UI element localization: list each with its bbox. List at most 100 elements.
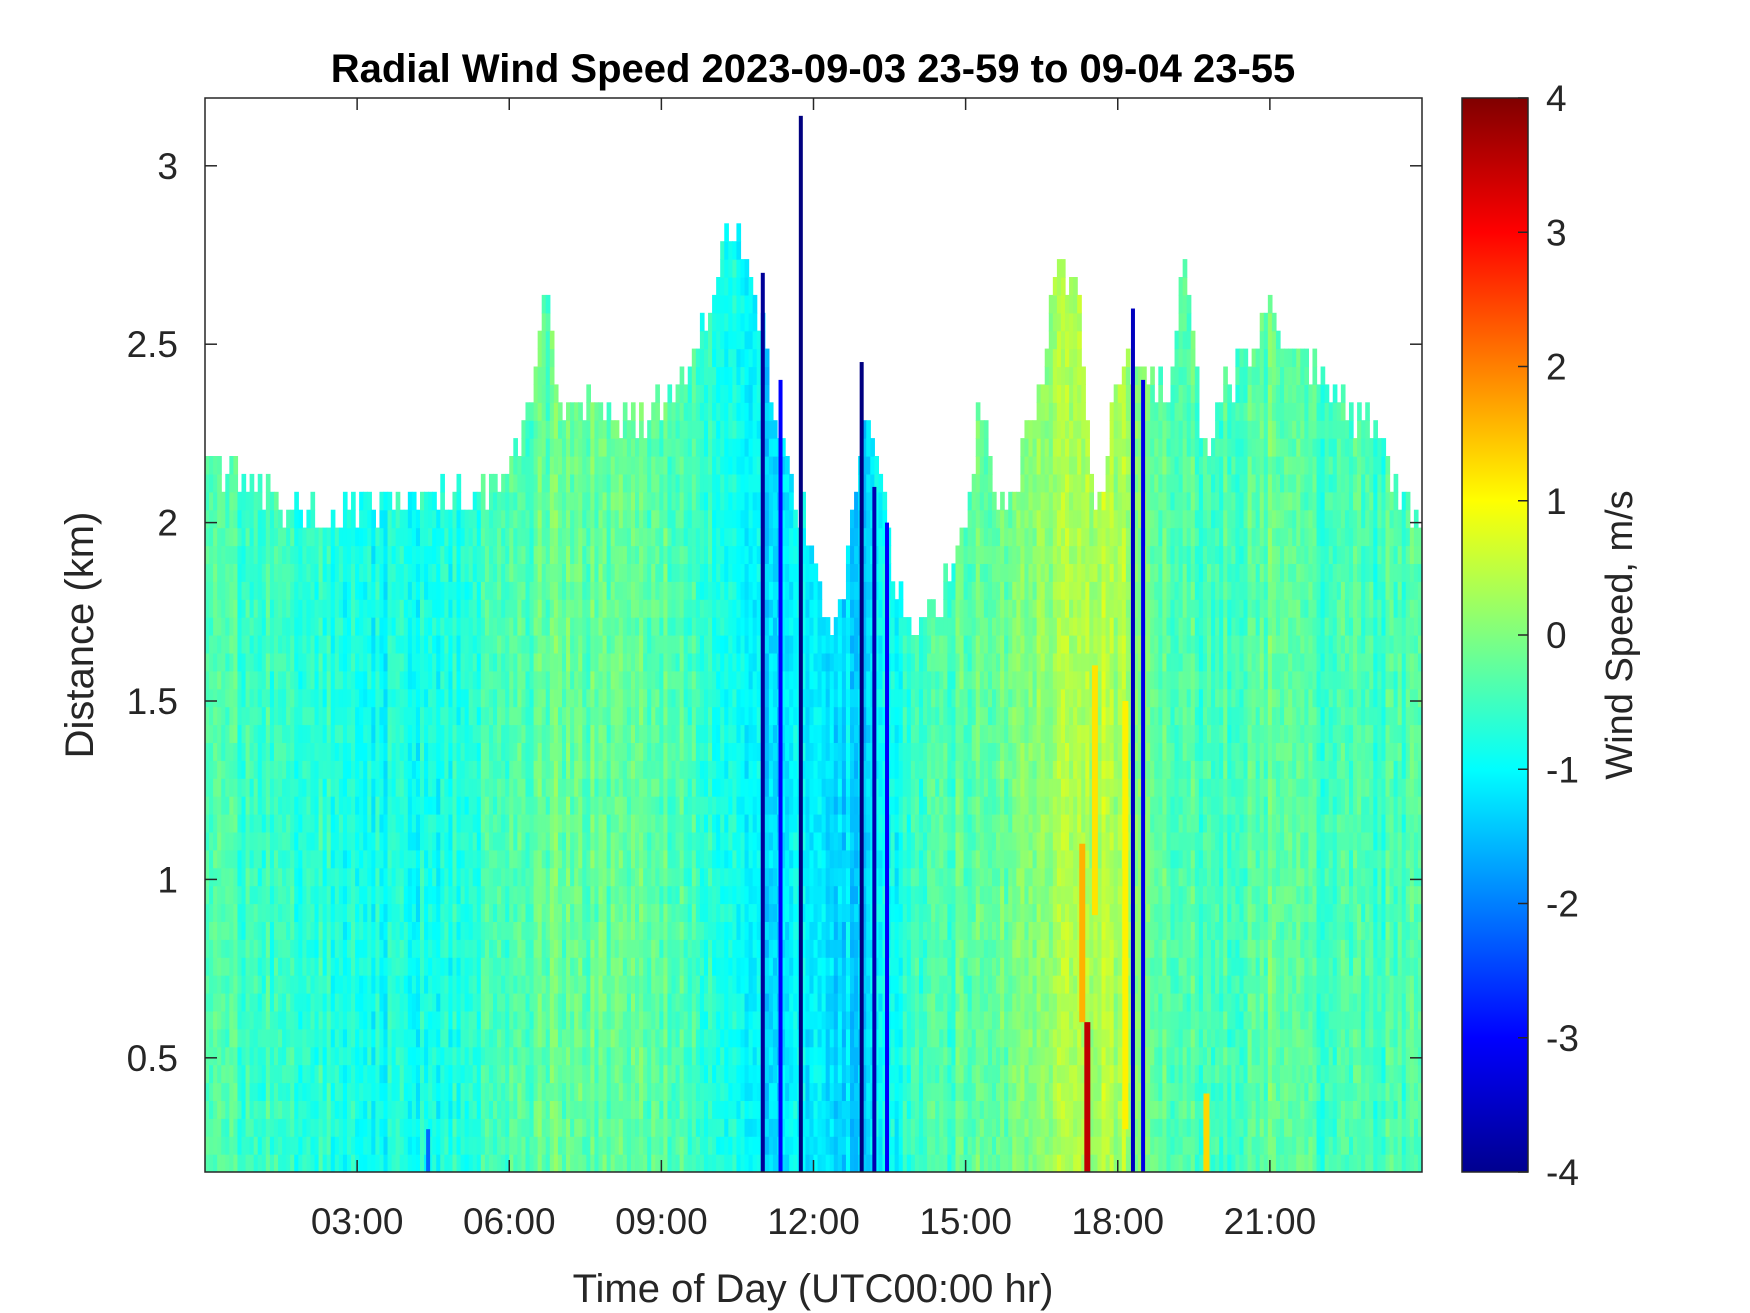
- heatmap-cell: [488, 1082, 494, 1101]
- heatmap-cell: [493, 1046, 498, 1066]
- heatmap-cell: [371, 509, 376, 529]
- heatmap-cell: [561, 670, 567, 690]
- heatmap-cell: [415, 1154, 421, 1172]
- heatmap-cell: [561, 1028, 567, 1048]
- heatmap-cell: [578, 939, 583, 958]
- heatmap-cell: [464, 1118, 470, 1137]
- heatmap-cell: [679, 993, 685, 1012]
- heatmap-cell: [456, 885, 462, 905]
- heatmap-cell: [651, 670, 656, 690]
- heatmap-cell: [574, 796, 579, 815]
- heatmap-cell: [675, 1154, 681, 1172]
- heatmap-cell: [643, 1154, 648, 1172]
- heatmap-cell: [436, 1118, 441, 1137]
- heatmap-cell: [342, 1136, 348, 1155]
- heatmap-cell: [472, 1136, 478, 1155]
- heatmap-cell: [557, 831, 563, 851]
- heatmap-cell: [338, 1082, 344, 1101]
- heatmap-cell: [549, 527, 555, 547]
- heatmap-cell: [375, 635, 381, 654]
- heatmap-cell: [557, 635, 563, 654]
- heatmap-cell: [338, 903, 344, 922]
- heatmap-cell: [355, 599, 360, 618]
- heatmap-cell: [513, 688, 518, 708]
- heatmap-cell: [667, 1010, 673, 1030]
- heatmap-cell: [493, 814, 498, 833]
- heatmap-cell: [217, 1082, 222, 1101]
- heatmap-cell: [578, 742, 583, 761]
- heatmap-cell: [655, 402, 660, 421]
- heatmap-cell: [618, 1154, 624, 1172]
- heatmap-cell: [330, 670, 336, 690]
- heatmap-cell: [574, 1046, 579, 1066]
- heatmap-cell: [387, 867, 393, 887]
- heatmap-cell: [286, 760, 291, 779]
- heatmap-cell: [630, 831, 636, 851]
- heatmap-cell: [610, 1010, 616, 1030]
- heatmap-cell: [529, 1154, 535, 1172]
- heatmap-cell: [537, 1046, 543, 1066]
- heatmap-cell: [403, 509, 409, 529]
- heatmap-cell: [306, 724, 312, 743]
- heatmap-cell: [399, 581, 405, 600]
- heatmap-cell: [424, 527, 429, 547]
- heatmap-cell: [237, 491, 243, 511]
- heatmap-cell: [525, 1082, 531, 1101]
- heatmap-cell: [635, 491, 640, 511]
- heatmap-cell: [630, 1046, 636, 1066]
- heatmap-cell: [533, 563, 539, 582]
- heatmap-cell: [391, 635, 397, 654]
- heatmap-cell: [379, 778, 385, 797]
- heatmap-cell: [326, 903, 332, 922]
- heatmap-cell: [582, 635, 587, 654]
- heatmap-cell: [703, 939, 709, 958]
- heatmap-cell: [233, 1082, 239, 1101]
- heatmap-cell: [578, 831, 583, 851]
- heatmap-cell: [618, 456, 624, 475]
- heatmap-cell: [334, 957, 340, 976]
- heatmap-cell: [509, 796, 514, 815]
- heatmap-cell: [695, 1082, 701, 1101]
- heatmap-cell: [606, 1100, 612, 1119]
- heatmap-cell: [330, 993, 336, 1012]
- heatmap-cell: [456, 921, 462, 940]
- heatmap-cell: [257, 617, 263, 636]
- heatmap-cell: [367, 921, 372, 940]
- heatmap-cell: [379, 921, 385, 940]
- heatmap-cell: [509, 509, 514, 529]
- heatmap-cell: [359, 652, 364, 672]
- heatmap-cell: [245, 652, 251, 672]
- heatmap-cell: [310, 760, 316, 779]
- heatmap-cell: [415, 849, 421, 869]
- heatmap-cell: [428, 1046, 433, 1066]
- heatmap-cell: [261, 975, 267, 994]
- heatmap-cell: [639, 617, 644, 636]
- heatmap-cell: [541, 993, 547, 1012]
- heatmap-cell: [334, 1100, 340, 1119]
- heatmap-cell: [375, 796, 381, 815]
- heatmap-cell: [659, 1010, 665, 1030]
- heatmap-cell: [286, 527, 291, 547]
- heatmap-cell: [643, 1136, 648, 1155]
- heatmap-cell: [525, 1046, 531, 1066]
- heatmap-cell: [298, 957, 303, 976]
- heatmap-cell: [691, 1028, 697, 1048]
- heatmap-cell: [663, 921, 669, 940]
- heatmap-cell: [265, 993, 271, 1012]
- heatmap-cell: [391, 688, 397, 708]
- heatmap-cell: [480, 706, 486, 726]
- heatmap-cell: [549, 957, 555, 976]
- heatmap-cell: [342, 1028, 348, 1048]
- heatmap-cell: [561, 724, 567, 743]
- heatmap-cell: [533, 1046, 539, 1066]
- heatmap-cell: [391, 706, 397, 726]
- heatmap-cell: [549, 1028, 555, 1048]
- heatmap-cell: [286, 796, 291, 815]
- heatmap-cell: [391, 796, 397, 815]
- heatmap-cell: [505, 1082, 510, 1101]
- heatmap-cell: [643, 885, 648, 905]
- heatmap-cell: [452, 688, 458, 708]
- heatmap-cell: [444, 1046, 449, 1066]
- heatmap-cell: [334, 1136, 340, 1155]
- heatmap-cell: [407, 1010, 413, 1030]
